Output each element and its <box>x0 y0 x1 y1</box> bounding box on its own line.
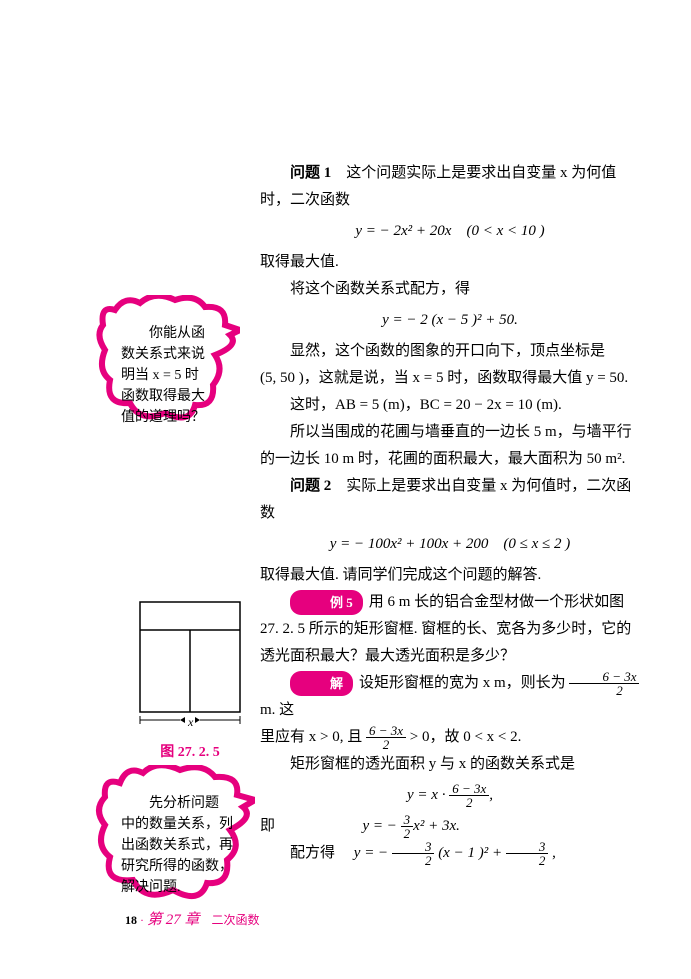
formula-y1: y = x · 6 − 3x2, <box>260 782 640 809</box>
q1-after: 取得最大值. <box>260 249 640 276</box>
main-content: 问题 1 这个问题实际上是要求出自变量 x 为何值时，二次函数 y = − 2x… <box>260 160 640 867</box>
q1-p3: 所以当围成的花圃与墙垂直的一边长 5 m，与墙平行的一边长 10 m 时，花圃的… <box>260 419 640 473</box>
solve-badge: 解 <box>290 671 353 696</box>
bubble2-line5: 解决问题. <box>121 877 233 898</box>
q2-after: 取得最大值. 请同学们完成这个问题的解答. <box>260 562 640 589</box>
bubble2-line3: 出函数关系式，再 <box>121 835 233 856</box>
bubble2-line4: 研究所得的函数， <box>121 856 233 877</box>
frac-3-2-c: 32 <box>506 840 549 867</box>
q2-formula: y = − 100x² + 100x + 200 (0 ≤ x ≤ 2 ) <box>260 531 640 558</box>
page-number: 18 <box>125 913 137 927</box>
frac-3-2-a: 32 <box>401 813 414 840</box>
q1-label: 问题 1 <box>290 165 331 181</box>
q1-formula: y = − 2x² + 20x (0 < x < 10 ) <box>260 218 640 245</box>
frac-3-2-b: 32 <box>392 840 435 867</box>
figure-window: x <box>135 600 245 730</box>
solve-p2: 矩形窗框的透光面积 y 与 x 的函数关系式是 <box>260 751 640 778</box>
q1-p2: 这时，AB = 5 (m)，BC = 20 − 2x = 10 (m). <box>260 392 640 419</box>
figure-caption: 图 27. 2. 5 <box>135 740 245 765</box>
q2-para: 问题 2 实际上是要求出自变量 x 为何值时，二次函数 <box>260 473 640 527</box>
q1-p1a: 显然，这个函数的图象的开口向下，顶点坐标是 <box>260 338 640 365</box>
bubble1-line5: 值的道理吗？ <box>121 407 216 428</box>
bubble1-line3: 明当 x = 5 时 <box>121 365 216 386</box>
page-footer: 18 · 第 27 章 二次函数 <box>125 907 260 934</box>
svg-text:x: x <box>187 715 194 729</box>
example-badge: 例 5 <box>290 590 363 615</box>
chapter-num: 第 27 章 <box>147 912 200 928</box>
bubble1-line4: 函数取得最大 <box>121 386 216 407</box>
frac-6-3x-over-2-b: 6 − 3x2 <box>366 724 406 751</box>
bubble1-line1: 你能从函 <box>121 323 216 344</box>
peifang-line: 配方得 y = − 32 (x − 1 )² + 32 , <box>260 840 640 867</box>
solve-text-c: 里应有 x > 0, 且 <box>260 729 362 745</box>
bubble2-line1: 先分析问题 <box>121 793 233 814</box>
solve-text-a: 设矩形窗框的宽为 x m，则长为 <box>359 675 566 691</box>
frac-6-3x-over-2: 6 − 3x2 <box>569 670 639 697</box>
q1-para: 问题 1 这个问题实际上是要求出自变量 x 为何值时，二次函数 <box>260 160 640 214</box>
q1-p1b: (5, 50 )，这就是说，当 x = 5 时，函数取得最大值 y = 50. <box>260 365 640 392</box>
q1-formula2: y = − 2 (x − 5 )² + 50. <box>260 307 640 334</box>
q1-step1: 将这个函数关系式配方，得 <box>260 276 640 303</box>
solve-para-c: 里应有 x > 0, 且 6 − 3x2 > 0，故 0 < x < 2. <box>260 724 640 751</box>
ex5-para: 例 5用 6 m 长的铝合金型材做一个形状如图 27. 2. 5 所示的矩形窗框… <box>260 589 640 670</box>
bubble1-line2: 数关系式来说 <box>121 344 216 365</box>
solve-para: 解设矩形窗框的宽为 x m，则长为 6 − 3x2 m. 这 <box>260 670 640 724</box>
frac-y1: 6 − 3x2 <box>449 782 489 809</box>
footer-sep: · <box>137 913 147 927</box>
solve-text-b: m. 这 <box>260 702 294 718</box>
q2-label: 问题 2 <box>290 478 331 494</box>
chapter-title: 二次函数 <box>212 913 260 927</box>
solve-text-d: > 0，故 0 < x < 2. <box>410 729 522 745</box>
ji-line: 即 y = − 32x² + 3x. <box>260 813 640 840</box>
thought-bubble-2: 先分析问题 中的数量关系，列 出函数关系式，再 研究所得的函数， 解决问题. <box>95 765 255 910</box>
thought-bubble-1: 你能从函 数关系式来说 明当 x = 5 时 函数取得最大 值的道理吗？ <box>95 295 240 430</box>
bubble2-line2: 中的数量关系，列 <box>121 814 233 835</box>
